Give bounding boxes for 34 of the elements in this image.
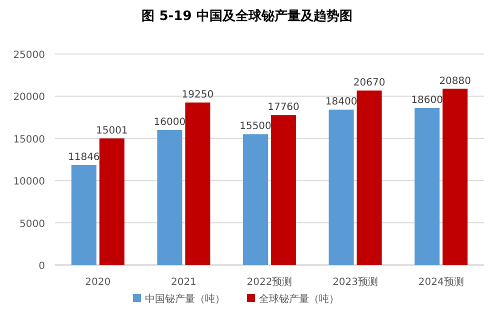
x-tick-label: 2020 xyxy=(85,277,111,288)
y-tick-label: 20000 xyxy=(13,92,45,104)
chart-title: 图 5-19 中国及全球铋产量及趋势图 xyxy=(142,8,352,24)
bar xyxy=(356,90,382,265)
data-label: 17760 xyxy=(268,102,300,114)
bar xyxy=(243,134,268,265)
bar xyxy=(71,165,96,265)
bar xyxy=(328,110,354,265)
bar xyxy=(271,115,296,265)
bar xyxy=(442,88,468,265)
y-tick-label: 5000 xyxy=(20,218,45,230)
x-tick-label: 2024预测 xyxy=(418,276,464,288)
data-label: 19250 xyxy=(182,90,214,101)
bar xyxy=(414,108,440,265)
x-tick-label: 2021 xyxy=(170,277,196,288)
legend-label: 中国铋产量（吨） xyxy=(145,293,225,305)
bar xyxy=(157,130,182,265)
data-label: 20670 xyxy=(353,78,386,89)
data-label: 18400 xyxy=(325,96,358,108)
y-tick-label: 15000 xyxy=(13,134,45,146)
bar xyxy=(99,138,124,265)
legend-label: 全球铋产量（吨） xyxy=(259,293,339,305)
x-tick-label: 2022预测 xyxy=(246,276,292,288)
y-tick-label: 25000 xyxy=(13,50,45,61)
x-tick-label: 2023预测 xyxy=(332,276,378,288)
bar xyxy=(185,102,210,265)
y-tick-label: 10000 xyxy=(13,176,45,188)
data-label: 18600 xyxy=(411,95,444,106)
data-label: 16000 xyxy=(154,116,186,128)
data-label: 11846 xyxy=(68,152,100,164)
data-label: 20880 xyxy=(439,76,472,87)
data-label: 15500 xyxy=(240,121,272,132)
y-tick-label: 0 xyxy=(38,261,45,272)
data-label: 15001 xyxy=(96,125,128,136)
